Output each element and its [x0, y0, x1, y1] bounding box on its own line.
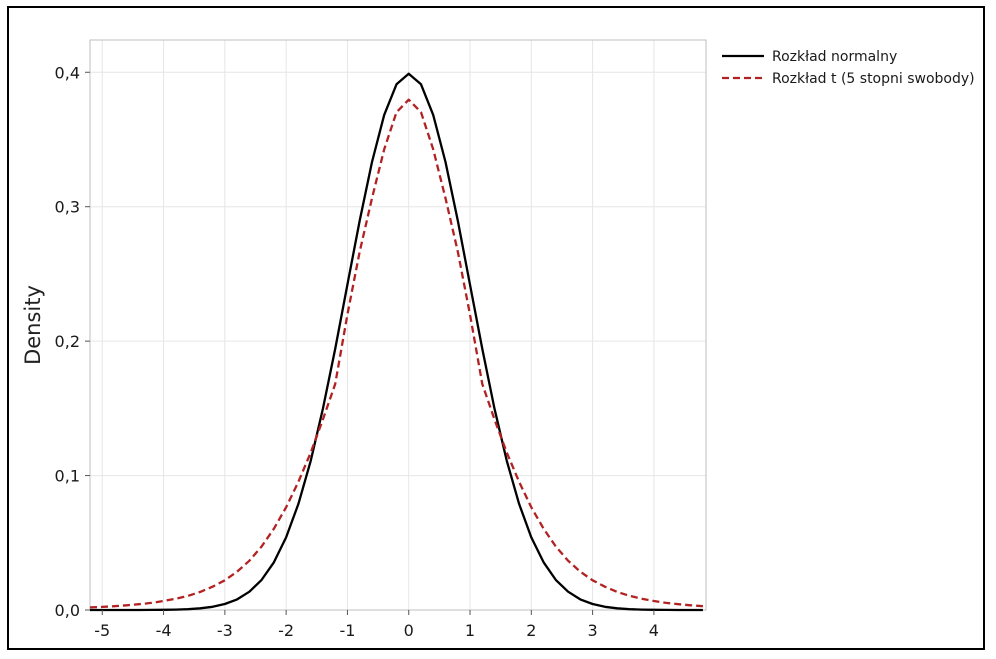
chart-frame	[7, 6, 985, 650]
y-tick-label: 0,4	[55, 63, 80, 82]
y-axis: 0,0 0,1 0,2 0,3 0,4	[55, 63, 90, 620]
y-axis-label: Density	[21, 285, 45, 365]
x-tick-label: 0	[404, 621, 414, 640]
legend-label-1: Rozkład normalny	[772, 49, 897, 65]
x-tick-label: -4	[156, 621, 172, 640]
y-tick-label: 0,0	[55, 601, 80, 620]
x-tick-label: -1	[339, 621, 355, 640]
x-tick-label: 2	[526, 621, 536, 640]
x-tick-label: -2	[278, 621, 294, 640]
x-tick-label: -3	[217, 621, 233, 640]
legend: Rozkład normalny Rozkład t (5 stopni swob…	[722, 49, 975, 87]
x-tick-label: 1	[465, 621, 475, 640]
y-tick-label: 0,2	[55, 332, 80, 351]
x-tick-label: -5	[94, 621, 110, 640]
series-line-2	[89, 98, 703, 609]
grid-lines	[90, 40, 706, 611]
x-tick-label: 3	[588, 621, 598, 640]
y-tick-label: 0,3	[55, 198, 80, 217]
series-line-1	[90, 72, 703, 612]
legend-label-2: Rozkład t (5 stopni swobody)	[772, 71, 975, 87]
x-axis: -5 -4 -3 -2 -1 0 1 2 3 4	[94, 610, 659, 640]
series-layer	[89, 72, 703, 612]
x-tick-label: 4	[649, 621, 659, 640]
y-tick-label: 0,1	[55, 467, 80, 486]
plot-area	[89, 39, 707, 611]
